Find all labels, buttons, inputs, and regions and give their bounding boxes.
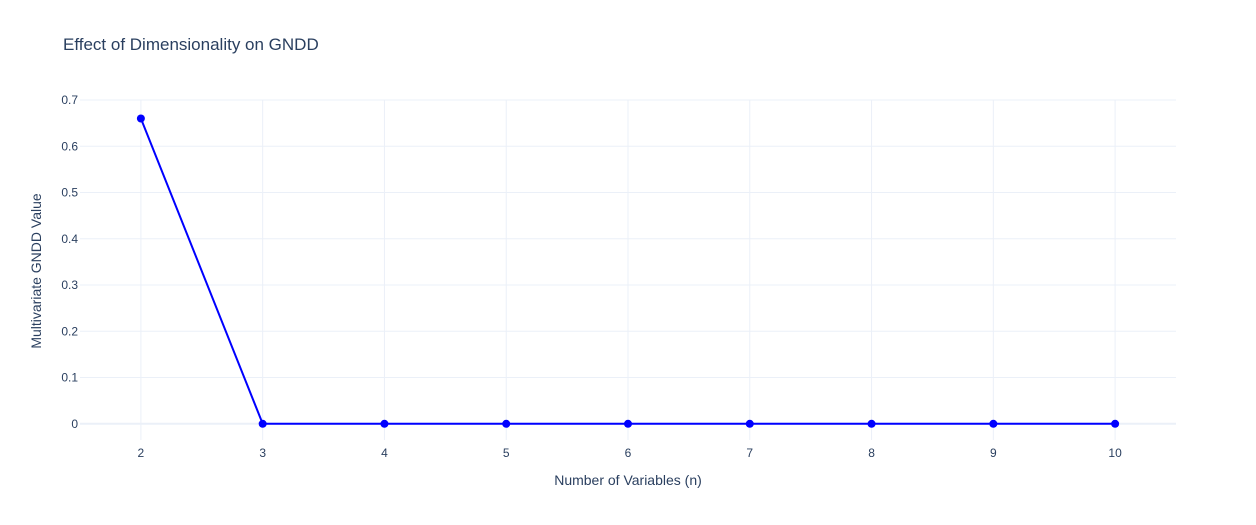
data-point[interactable] [258, 419, 267, 428]
x-axis-ticks: 2 3 4 5 6 7 8 9 10 [138, 446, 1123, 460]
data-point[interactable] [136, 114, 145, 123]
data-point[interactable] [624, 419, 632, 428]
y-axis-title: Multivariate GNDD Value [28, 193, 44, 349]
data-point[interactable] [1111, 419, 1120, 428]
x-tick-label: 3 [259, 446, 266, 460]
x-tick-label: 8 [868, 446, 875, 460]
x-tick-label: 5 [503, 446, 510, 460]
x-tick-label: 9 [990, 446, 997, 460]
y-axis-ticks: 0 0.1 0.2 0.3 0.4 0.5 0.6 0.7 [61, 93, 78, 431]
y-tick-label: 0.6 [61, 139, 78, 153]
x-tick-label: 10 [1108, 446, 1122, 460]
x-axis-title: Number of Variables (n) [554, 472, 702, 488]
data-point[interactable] [745, 419, 754, 428]
data-point[interactable] [380, 419, 389, 428]
series-layer [136, 114, 1120, 428]
x-tick-label: 6 [625, 446, 632, 460]
y-tick-label: 0.7 [61, 93, 78, 107]
x-tick-label: 4 [381, 446, 388, 460]
y-tick-label: 0.2 [61, 324, 78, 338]
x-tick-label: 2 [138, 446, 145, 460]
x-tick-label: 7 [746, 446, 753, 460]
y-tick-label: 0.1 [61, 371, 78, 385]
data-point[interactable] [989, 419, 998, 428]
grid-layer [80, 99, 1176, 440]
y-tick-label: 0.3 [61, 278, 78, 292]
y-tick-label: 0.5 [61, 186, 78, 200]
data-point[interactable] [502, 419, 511, 428]
data-point[interactable] [867, 419, 876, 428]
chart-title: Effect of Dimensionality on GNDD [63, 35, 319, 54]
y-tick-label: 0 [71, 417, 78, 431]
y-tick-label: 0.4 [61, 232, 78, 246]
